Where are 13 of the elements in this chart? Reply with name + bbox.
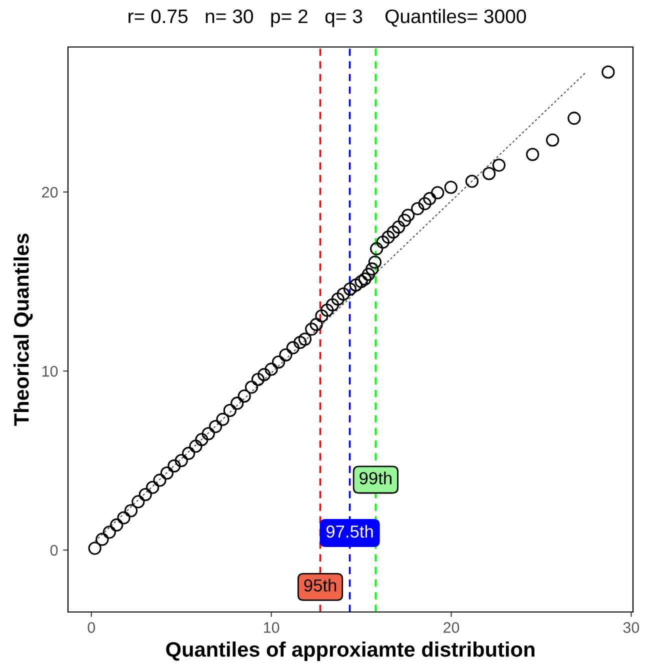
annotation: 99th — [360, 472, 392, 484]
x-tick-label: 10 — [264, 622, 280, 633]
x-tick-label: 20 — [444, 622, 460, 633]
x-axis-title: Quantiles of approxiamte distribution — [166, 642, 534, 661]
y-tick-label: 10 — [42, 366, 58, 377]
x-tick-label: 0 — [88, 622, 96, 633]
y-axis-title: Theorical Quantiles — [14, 234, 33, 426]
annotation: 97.5th — [326, 524, 373, 538]
y-tick-label: 0 — [50, 544, 58, 556]
annotation: 95th — [304, 578, 336, 592]
chart-title: r= 0.75 n= 30 p= 2 q= 3 Quantiles= 3000 — [128, 8, 526, 28]
x-tick-label: 30 — [623, 622, 640, 633]
y-tick-label: 20 — [42, 186, 58, 198]
